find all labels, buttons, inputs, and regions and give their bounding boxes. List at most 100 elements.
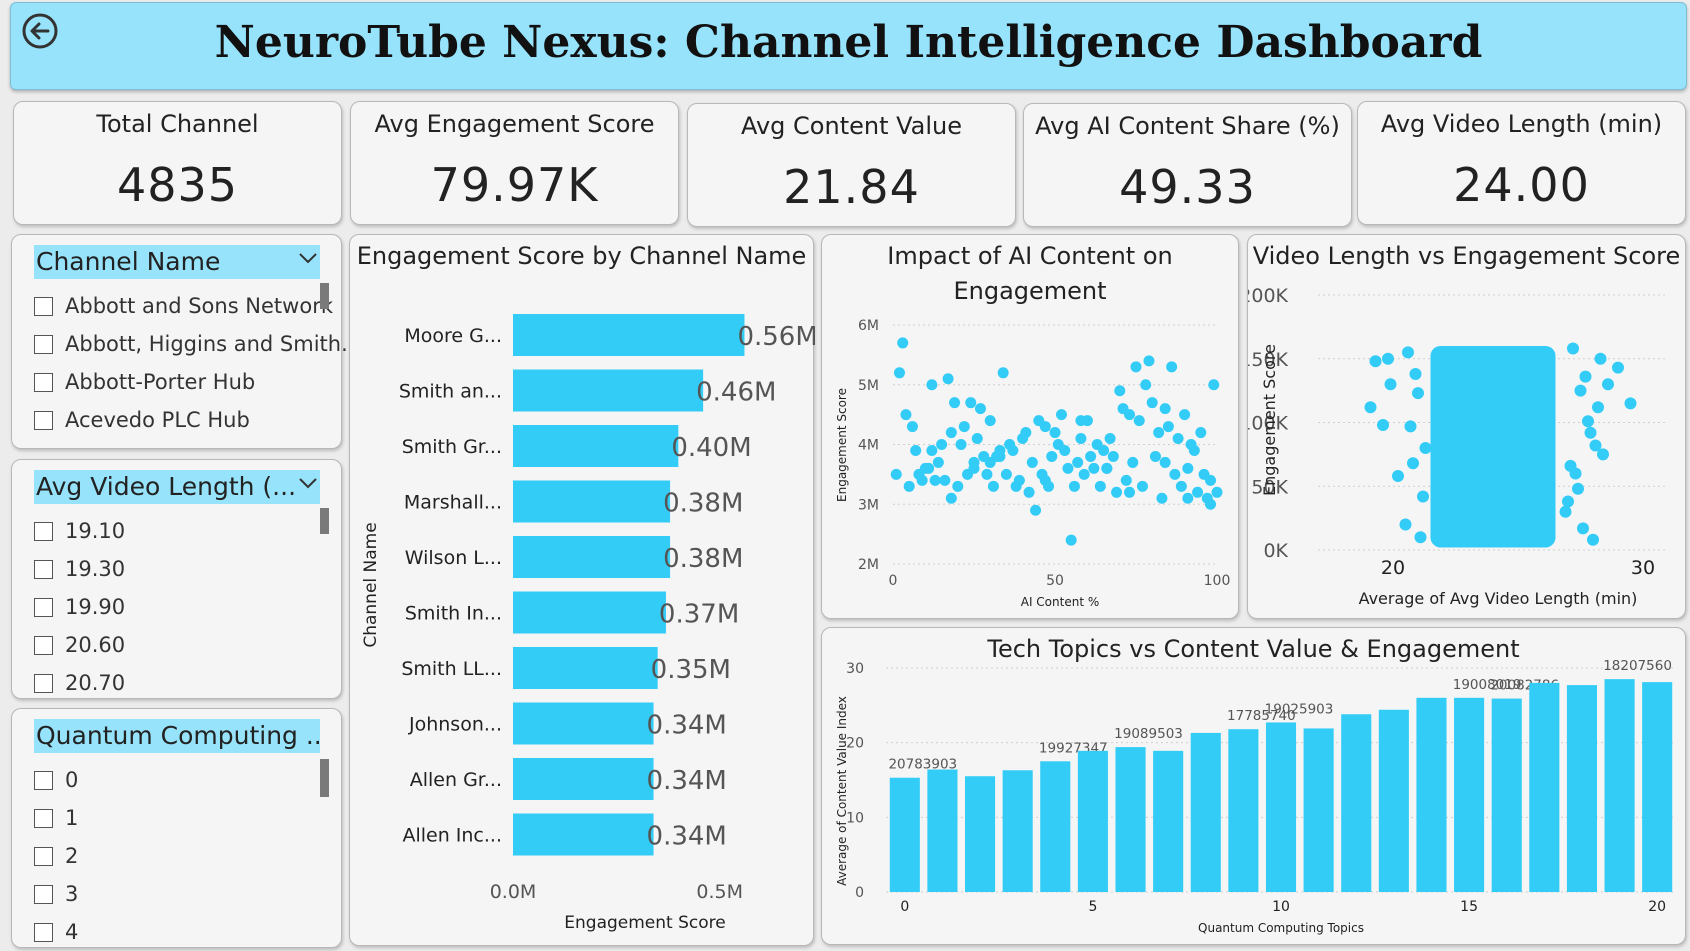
- scatter-point: [1149, 450, 1161, 462]
- category-label: Smith In...: [405, 603, 502, 625]
- back-arrow-icon[interactable]: [21, 12, 59, 50]
- category-label: Johnson...: [408, 714, 502, 736]
- list-item[interactable]: 19.90: [34, 588, 125, 626]
- bar: [1378, 709, 1409, 892]
- scatter-chart-svg: 0K 50K 100K 150K 200K 20 30 Average of Avg Vide…: [1248, 285, 1668, 608]
- data-label: 0.35M: [651, 655, 731, 685]
- checkbox[interactable]: [34, 521, 53, 541]
- scatter-point: [1577, 522, 1589, 535]
- list-item[interactable]: 0: [34, 761, 78, 799]
- scatter-point: [971, 433, 983, 445]
- scatter-point: [1065, 534, 1077, 546]
- scatter-point: [1133, 415, 1145, 427]
- tick-label: 0: [900, 899, 909, 915]
- scatter-point: [1098, 444, 1110, 456]
- scatter-point: [1146, 397, 1158, 409]
- bar: [513, 369, 704, 412]
- checkbox[interactable]: [34, 410, 53, 430]
- category-label: Marshall...: [404, 492, 502, 514]
- list-item[interactable]: 1: [34, 799, 78, 837]
- scatter-point: [1195, 427, 1207, 439]
- checkbox[interactable]: [34, 635, 53, 655]
- scatter-point: [1594, 352, 1607, 365]
- item-label: 4: [65, 920, 79, 944]
- chart-video-length-vs-engagement: Video Length vs Engagement Score 0K 50K 10…: [1247, 234, 1686, 619]
- item-label: 19.90: [65, 595, 126, 619]
- checkbox[interactable]: [34, 884, 53, 904]
- scatter-point: [952, 480, 964, 492]
- list-item[interactable]: 20.60: [34, 626, 125, 664]
- tick-label: 50: [1046, 573, 1064, 589]
- dense-point-cluster: [1430, 346, 1556, 548]
- tick-label: 10: [1272, 899, 1290, 915]
- bar: [1454, 697, 1485, 892]
- scatter-point: [1162, 421, 1174, 433]
- list-item[interactable]: 19.30: [34, 550, 125, 588]
- list-item[interactable]: 3: [34, 875, 78, 913]
- list-item[interactable]: 2: [34, 837, 78, 875]
- checkbox[interactable]: [34, 846, 53, 866]
- checkbox[interactable]: [34, 673, 53, 693]
- scatter-point: [1399, 518, 1412, 531]
- scatter-point: [1046, 450, 1058, 462]
- slicer-title[interactable]: Avg Video Length (...: [34, 470, 320, 504]
- kpi-value: 4835: [116, 158, 239, 212]
- scatter-point: [1562, 495, 1574, 508]
- chevron-down-icon[interactable]: [297, 247, 319, 269]
- scatter-point: [1124, 486, 1136, 498]
- checkbox[interactable]: [34, 334, 53, 354]
- scrollbar[interactable]: [320, 508, 329, 534]
- scatter-point: [1419, 442, 1432, 454]
- scatter-point: [1023, 486, 1035, 498]
- data-label: 0.46M: [696, 378, 776, 408]
- checkbox[interactable]: [34, 559, 53, 579]
- tick-label: 100K: [1248, 413, 1289, 435]
- slicer-title[interactable]: Quantum Computing ...: [34, 719, 320, 753]
- scatter-point: [1156, 492, 1168, 504]
- bar: [965, 776, 996, 892]
- data-label: 0.38M: [663, 544, 743, 574]
- bar: [1153, 750, 1184, 892]
- scatter-point: [1404, 420, 1417, 433]
- scatter-point: [1130, 361, 1142, 373]
- list-item[interactable]: Abbott-Porter Hub: [34, 363, 361, 401]
- chart-tech-topics: Tech Topics vs Content Value & Engagemen…: [821, 627, 1686, 945]
- checkbox[interactable]: [34, 808, 53, 828]
- chart-ai-impact: Impact of AI Content on Engagement 2M 3M 4…: [821, 234, 1239, 619]
- bar: [1566, 685, 1597, 892]
- bar: [1115, 747, 1146, 892]
- kpi-label: Avg Video Length (min): [1380, 110, 1663, 138]
- list-item[interactable]: Acevedo PLC Hub: [34, 401, 361, 439]
- scrollbar[interactable]: [320, 283, 329, 309]
- bar: [1077, 750, 1108, 892]
- bar: [513, 591, 666, 634]
- checkbox[interactable]: [34, 922, 53, 942]
- list-item[interactable]: Abbott and Sons Network: [34, 287, 361, 325]
- list-item[interactable]: 20.70: [34, 664, 125, 702]
- checkbox[interactable]: [34, 296, 53, 316]
- checkbox[interactable]: [34, 770, 53, 790]
- axis-label: Channel Name: [361, 522, 381, 647]
- checkbox[interactable]: [34, 597, 53, 617]
- category-label: Smith an...: [399, 381, 502, 403]
- checkbox[interactable]: [34, 372, 53, 392]
- data-label: 0.38M: [663, 489, 743, 519]
- scatter-point: [1007, 444, 1019, 456]
- scatter-point: [1107, 450, 1119, 462]
- scatter-point: [1039, 474, 1051, 486]
- scrollbar[interactable]: [320, 759, 329, 797]
- chevron-down-icon[interactable]: [297, 472, 319, 494]
- bar: [1040, 761, 1071, 892]
- data-label: 17785740: [1227, 708, 1296, 724]
- slicer-title[interactable]: Channel Name: [34, 245, 320, 279]
- scatter-point: [1169, 468, 1181, 480]
- scatter-point: [1094, 480, 1106, 492]
- list-item[interactable]: 19.10: [34, 512, 125, 550]
- list-item[interactable]: 4: [34, 913, 78, 951]
- list-item[interactable]: Abbott, Higgins and Smith...: [34, 325, 361, 363]
- tick-label: 30: [846, 661, 864, 677]
- item-label: 0: [65, 768, 79, 792]
- scatter-point: [1104, 433, 1116, 445]
- tick-label: 30: [1631, 557, 1655, 579]
- kpi-avg-video-length: Avg Video Length (min) 24.00: [1357, 101, 1686, 225]
